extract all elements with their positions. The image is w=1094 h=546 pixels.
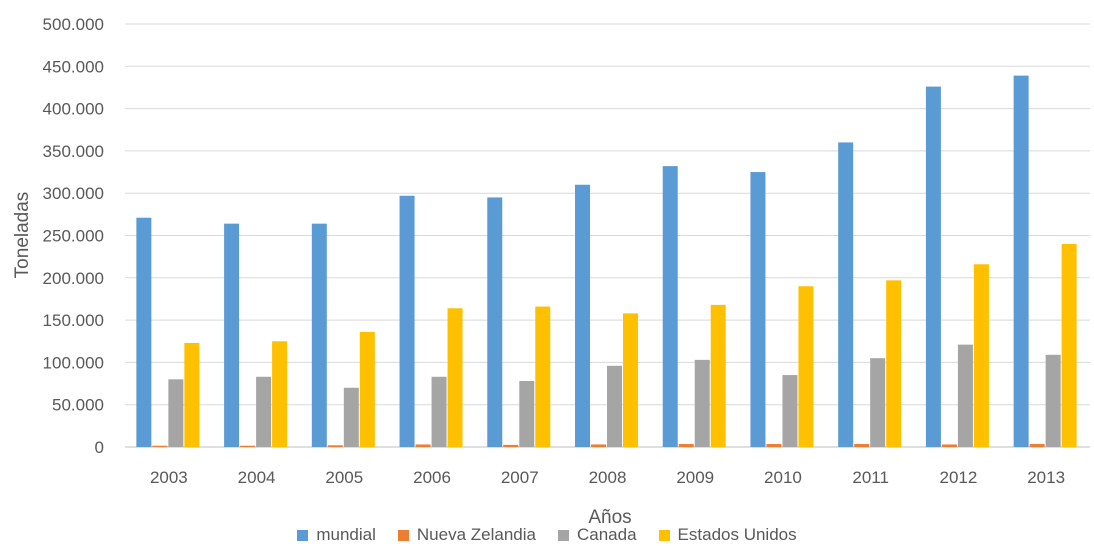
bar-nueva-zelandia-2004 [240,445,256,447]
legend-item: Estados Unidos [658,525,797,545]
bar-canada-2003 [168,379,184,447]
x-tick-label: 2011 [852,468,889,487]
legend-label: mundial [316,525,376,544]
legend-swatch [397,529,409,541]
x-tick-label: 2010 [764,468,802,487]
legend-label: Canada [576,525,637,544]
y-axis-ticks: 0 50.000 100.000 150.000 200.000 250.000 300.0… [43,15,104,457]
y-tick-label: 450.000 [43,57,104,76]
bar-mundial-2003 [136,217,152,447]
bar-nueva-zelandia-2009 [678,444,694,447]
bar-estados-unidos-2005 [359,331,375,447]
bar-nueva-zelandia-2010 [766,444,782,447]
x-tick-label: 2004 [238,468,276,487]
legend-swatch [557,529,569,541]
bar-canada-2006 [431,376,447,447]
bar-estados-unidos-2008 [623,313,638,447]
y-tick-label: 250.000 [43,227,104,246]
bar-mundial-2005 [311,223,327,447]
legend-item: mundial [297,525,376,545]
legend-swatch [658,529,670,541]
bar-estados-unidos-2012 [973,264,989,447]
x-tick-label: 2008 [589,468,627,487]
bar-nueva-zelandia-2008 [591,444,606,447]
bar-nueva-zelandia-2011 [854,444,870,447]
bar-estados-unidos-2003 [184,342,200,447]
bar-nueva-zelandia-2007 [503,444,519,447]
y-tick-label: 100.000 [43,353,104,372]
bar-canada-2007 [519,381,535,447]
bar-mundial-2013 [1013,75,1029,447]
bar-estados-unidos-2011 [886,280,902,447]
y-axis-label: Toneladas [12,192,33,279]
bar-canada-2011 [870,358,886,447]
legend-swatch [297,529,309,541]
bar-canada-2004 [256,376,272,447]
bar-estados-unidos-2006 [447,308,463,447]
bar-canada-2013 [1045,354,1061,447]
bar-estados-unidos-2013 [1061,243,1077,447]
bar-mundial-2008 [575,184,590,448]
bar-mundial-2010 [750,172,766,448]
legend-label: Estados Unidos [677,525,797,544]
x-tick-label: 2013 [1027,468,1065,487]
legend: mundial Nueva Zelandia Canada Estados Unido… [0,524,1094,546]
x-tick-label: 2003 [150,468,188,487]
x-tick-label: 2006 [413,468,451,487]
bar-canada-2005 [343,387,359,447]
bar-mundial-2009 [662,166,678,448]
y-tick-label: 50.000 [52,396,104,415]
bar-canada-2008 [607,365,622,447]
y-tick-label: 350.000 [43,142,104,161]
legend-item: Nueva Zelandia [397,525,536,545]
y-tick-label: 200.000 [43,269,104,288]
bar-mundial-2007 [487,197,503,447]
bar-mundial-2012 [925,86,941,447]
bar-nueva-zelandia-2006 [415,444,431,447]
legend-label: Nueva Zelandia [416,525,536,544]
y-tick-label: 500.000 [43,15,104,34]
bar-mundial-2006 [399,195,415,447]
y-tick-label: 150.000 [43,311,104,330]
x-axis-label: Años [588,507,631,528]
bar-estados-unidos-2004 [272,341,288,447]
legend-item: Canada [557,525,637,545]
x-tick-label: 2009 [676,468,714,487]
x-tick-label: 2012 [939,468,977,487]
bar-nueva-zelandia-2013 [1029,444,1045,447]
bar-canada-2012 [957,344,973,447]
bars [136,75,1077,448]
bar-canada-2010 [782,375,798,447]
x-tick-label: 2005 [325,468,363,487]
bar-mundial-2004 [224,223,240,447]
y-tick-label: 0 [95,438,104,457]
y-tick-label: 300.000 [43,184,104,203]
y-tick-label: 400.000 [43,100,104,119]
x-tick-label: 2007 [501,468,539,487]
bar-estados-unidos-2007 [535,306,551,447]
bar-estados-unidos-2010 [798,286,814,447]
bar-estados-unidos-2009 [710,304,726,447]
bar-mundial-2011 [838,142,854,447]
x-axis-ticks: 2003 2004 2005 2006 2007 2008 2009 2010 2011 2012… [150,468,1065,487]
bar-nueva-zelandia-2012 [941,444,957,447]
bar-nueva-zelandia-2005 [327,445,343,447]
bar-canada-2009 [694,359,710,447]
bar-nueva-zelandia-2003 [152,445,168,447]
